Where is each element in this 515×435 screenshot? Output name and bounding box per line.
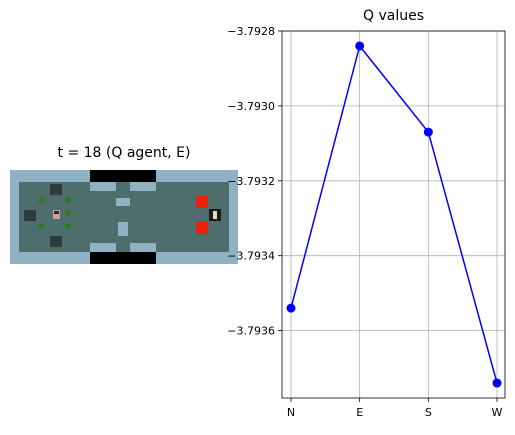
game-panel-title: t = 18 (Q agent, E) bbox=[57, 145, 191, 161]
x-tick-label: E bbox=[356, 406, 363, 419]
q-point-s bbox=[423, 127, 433, 137]
q-point-w bbox=[492, 378, 502, 388]
y-tick-label: −3.7930 bbox=[227, 100, 275, 113]
y-tick-label: −3.7934 bbox=[227, 250, 275, 263]
x-tick-label: S bbox=[425, 406, 432, 419]
x-tick-label: N bbox=[287, 406, 295, 419]
series-layer bbox=[286, 41, 502, 388]
game-frame-image bbox=[10, 170, 238, 264]
x-tick-label: W bbox=[492, 406, 503, 419]
y-tick-label: −3.7932 bbox=[227, 175, 275, 188]
q-series-line bbox=[290, 44, 498, 384]
plot-frame bbox=[281, 30, 506, 399]
axes-layer: −3.7928 −3.7930 −3.7932 −3.7934 −3.7936 N E S W bbox=[227, 25, 506, 419]
q-point-e bbox=[355, 41, 365, 51]
y-tick-label: −3.7936 bbox=[227, 325, 275, 338]
q-point-n bbox=[286, 303, 296, 313]
chart-title: Q values bbox=[362, 8, 424, 24]
y-tick-label: −3.7928 bbox=[227, 25, 275, 38]
